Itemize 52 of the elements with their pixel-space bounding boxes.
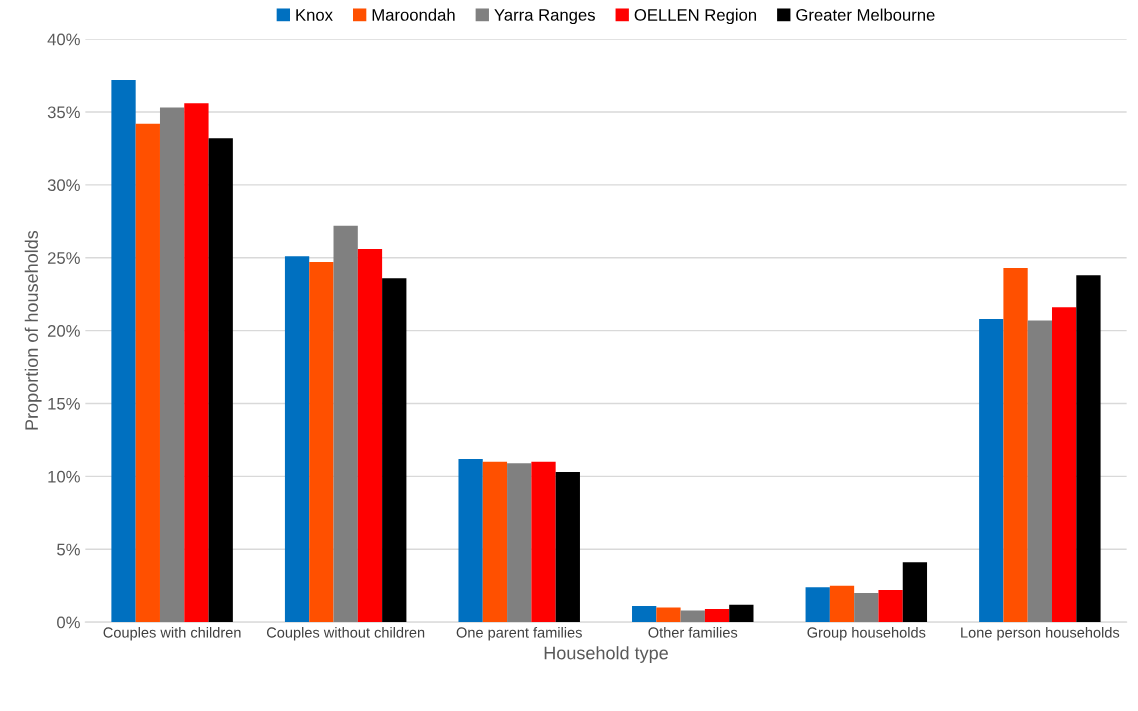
bar <box>458 458 483 623</box>
bar <box>208 138 233 623</box>
bar <box>805 587 830 623</box>
bar <box>111 79 136 623</box>
x-tick-label: Lone person households <box>961 626 1120 641</box>
y-tick-label: 15% <box>48 397 80 410</box>
x-tick-label: Couples with children <box>103 626 241 641</box>
legend-label: Greater Melbourne <box>796 8 935 21</box>
x-tick-label: One parent families <box>456 626 582 641</box>
bar <box>284 256 310 623</box>
bar <box>159 107 185 623</box>
y-tick-label: 30% <box>47 179 80 192</box>
bar <box>1003 267 1028 623</box>
bar <box>357 248 383 623</box>
y-tick-label: 5% <box>57 543 80 556</box>
y-tick-label: 40% <box>47 33 80 46</box>
legend-label: Knox <box>296 9 333 21</box>
bar <box>680 610 705 623</box>
bar <box>656 607 681 623</box>
bar <box>854 592 879 623</box>
x-tick-label: Group households <box>807 626 926 641</box>
bar <box>135 123 160 623</box>
bar <box>878 590 903 623</box>
legend-label: Yarra Ranges <box>494 9 595 25</box>
x-tick-label: Couples without children <box>266 626 425 641</box>
bar <box>482 461 508 623</box>
bar <box>632 606 657 623</box>
bar <box>309 262 334 623</box>
legend-label: OELLEN Region <box>634 8 757 25</box>
y-tick-label: 0% <box>57 616 80 629</box>
bar <box>184 103 209 623</box>
legend-label: Maroondah <box>372 8 455 21</box>
bar <box>979 318 1004 623</box>
bar <box>507 463 532 623</box>
bar <box>902 562 928 623</box>
y-tick-label: 20% <box>47 325 80 337</box>
y-tick-label: 25% <box>47 252 80 264</box>
y-tick-label: 35% <box>47 106 80 119</box>
bar <box>555 472 580 623</box>
bar <box>1052 307 1077 623</box>
bar <box>333 225 358 623</box>
bar <box>829 585 855 623</box>
y-tick-label: 10% <box>48 470 80 483</box>
x-tick-label: Other families <box>648 626 738 638</box>
y-axis-title: Proportion of households <box>24 230 42 430</box>
x-axis-title: Household type <box>544 646 668 663</box>
bar <box>531 461 556 623</box>
bar <box>382 278 407 623</box>
bar <box>1027 320 1052 623</box>
bar <box>704 609 730 623</box>
bar <box>729 604 754 623</box>
bar <box>1076 275 1101 623</box>
